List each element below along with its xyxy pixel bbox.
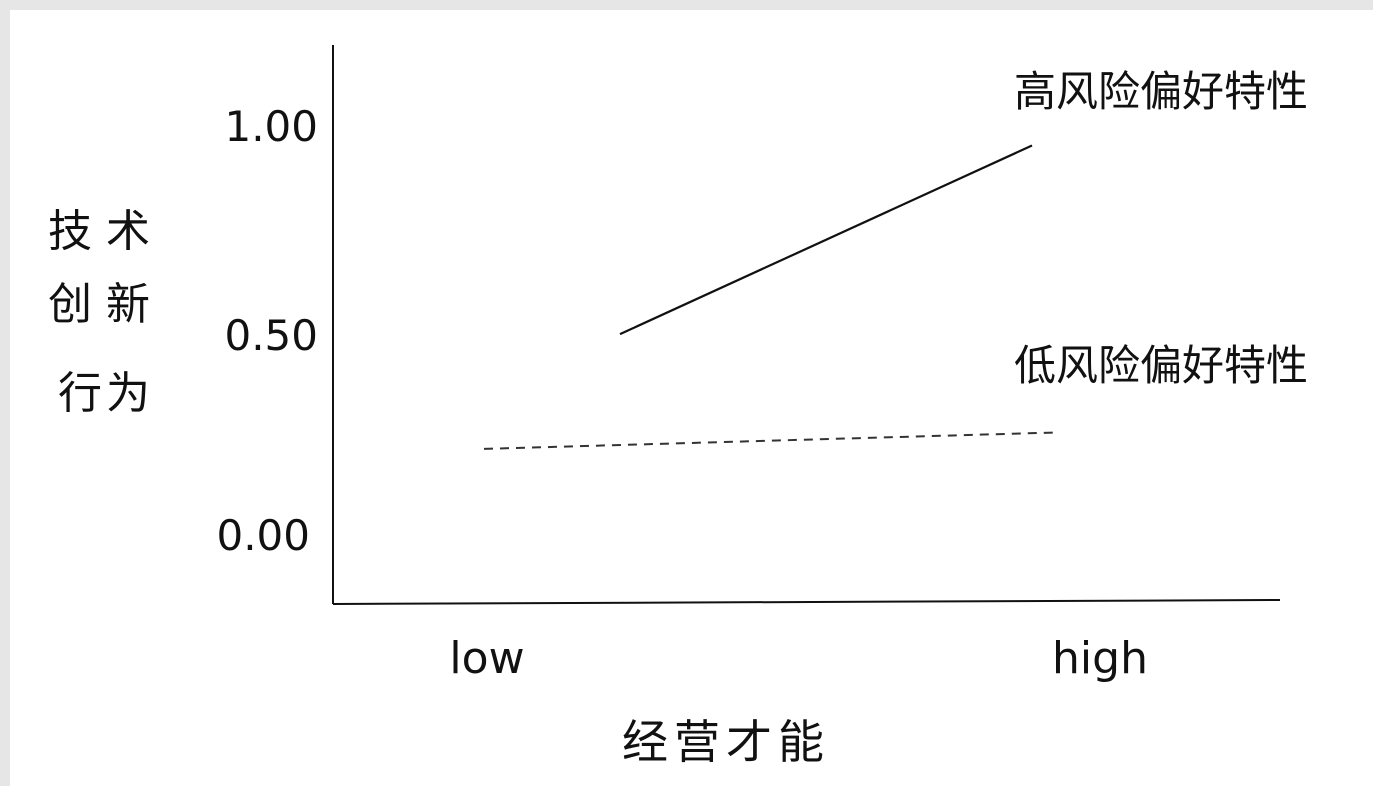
x-axis-title: 经营才能: [622, 715, 830, 769]
y-axis-title-line-3: 行为: [58, 368, 154, 419]
y-axis-title-line-2: 创新: [48, 279, 164, 330]
y-tick-label-2: 0.50: [224, 311, 318, 360]
y-tick-label-3: 0.00: [216, 511, 310, 560]
line-chart: 1.00 0.50 0.00 low high 经营才能 技术 创新 行为 高风…: [48, 45, 1308, 769]
y-axis-title-line-1: 技术: [48, 206, 164, 257]
series-label-high-risk: 高风险偏好特性: [1014, 67, 1308, 116]
y-axis-title: 技术 创新 行为: [48, 206, 164, 419]
series-line-low-risk: [483, 431, 1057, 450]
y-tick-label-1: 1.00: [224, 102, 318, 151]
x-category-label-high: high: [1052, 633, 1148, 684]
x-category-label-low: low: [449, 633, 524, 684]
series-line-high-risk: [619, 144, 1033, 336]
chart-figure: 1.00 0.50 0.00 low high 经营才能 技术 创新 行为 高风…: [10, 10, 1373, 786]
series-label-low-risk: 低风险偏好特性: [1014, 341, 1308, 390]
x-axis-line: [332, 599, 1281, 605]
